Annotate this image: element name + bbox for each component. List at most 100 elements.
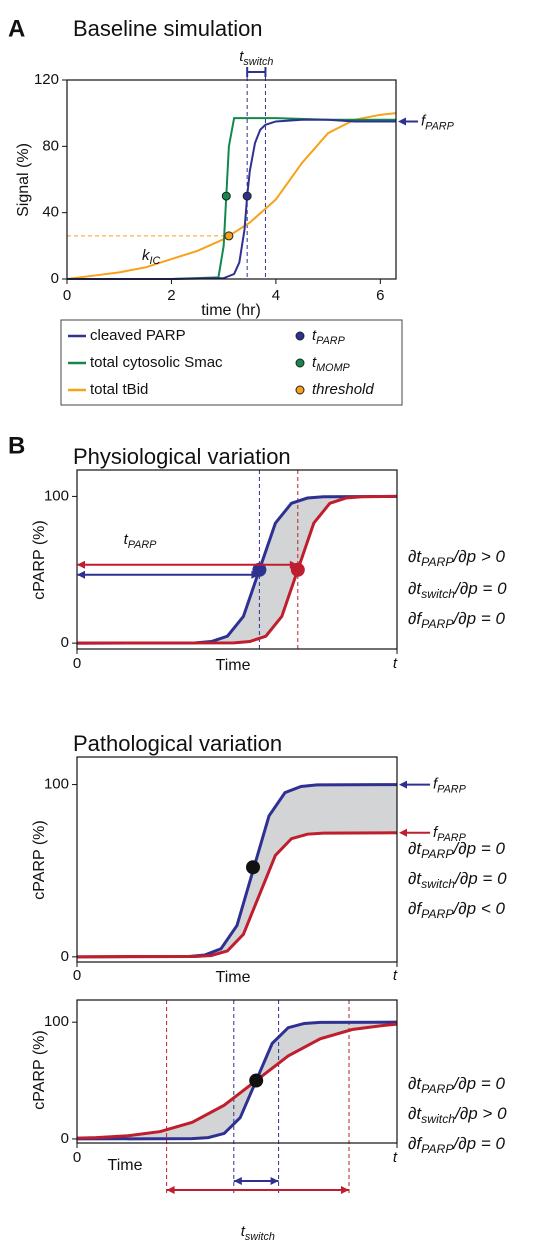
x-tick-label: 0 xyxy=(73,655,81,672)
x-axis-label: Time xyxy=(108,1157,143,1174)
legend-label: tMOMP xyxy=(312,354,351,374)
annotation: fPARP xyxy=(433,776,467,796)
arrow-head xyxy=(341,1186,349,1194)
arrow-head xyxy=(399,780,407,789)
chart-title: Physiological variation xyxy=(73,444,291,469)
panel-label: B xyxy=(8,432,25,459)
chart-title: Pathological variation xyxy=(73,731,282,756)
text-part: f xyxy=(421,112,427,129)
text-part: t xyxy=(312,354,317,371)
x-tick-label: 0 xyxy=(73,1149,81,1166)
text-part: PARP xyxy=(421,1142,454,1156)
text-part: t xyxy=(239,48,244,65)
legend-marker xyxy=(295,331,305,341)
text-part: switch xyxy=(421,587,455,601)
arrow-head xyxy=(398,117,406,126)
event-marker xyxy=(246,860,260,875)
text-part: ∂t xyxy=(408,839,422,858)
series-line xyxy=(76,494,398,645)
difference-shading xyxy=(77,1022,397,1139)
text-part: ∂f xyxy=(408,1134,423,1153)
y-tick-label: 0 xyxy=(51,270,59,287)
text-part: PARP xyxy=(421,617,454,631)
x-tick-label: 2 xyxy=(167,287,175,304)
text-part: PARP xyxy=(316,335,345,347)
text-part: PARP xyxy=(128,539,157,551)
text-part: switch xyxy=(421,1112,455,1126)
equation: ∂tPARP/∂p > 0 xyxy=(408,547,505,569)
text-part: threshold xyxy=(312,381,374,398)
legend-label: total cytosolic Smac xyxy=(90,354,223,371)
text-part: ∂f xyxy=(408,609,423,628)
arrow-head xyxy=(399,828,407,837)
y-axis-label: cPARP (%) xyxy=(31,1030,48,1109)
series-line xyxy=(66,112,397,280)
difference-shading xyxy=(77,784,397,957)
text-part: ∂t xyxy=(408,579,422,598)
text-part: /∂p = 0 xyxy=(453,609,506,628)
legend-marker xyxy=(295,358,305,368)
x-axis-label: time (hr) xyxy=(201,302,261,319)
plot-frame xyxy=(76,756,398,963)
text-part: ∂t xyxy=(408,869,422,888)
y-axis-label: cPARP (%) xyxy=(31,820,48,899)
legend-label: tPARP xyxy=(312,327,346,347)
text-part: ∂t xyxy=(408,547,422,566)
y-tick-label: 100 xyxy=(44,487,69,504)
text-part: PARP xyxy=(421,1082,454,1096)
text-part: /∂p > 0 xyxy=(453,547,506,566)
text-part: ∂t xyxy=(408,1104,422,1123)
text-part: switch xyxy=(421,877,455,891)
text-part: /∂p = 0 xyxy=(453,1074,506,1093)
x-tick-label: t xyxy=(393,967,398,984)
text-part: PARP xyxy=(421,907,454,921)
arrow-head xyxy=(289,560,298,569)
plot-frame xyxy=(76,469,398,650)
annotation: fPARP xyxy=(433,824,467,844)
arrow-head xyxy=(233,1177,242,1185)
x-tick-label: t xyxy=(393,655,398,672)
panel-label: A xyxy=(8,15,25,42)
arrow-head xyxy=(77,560,85,569)
y-tick-label: 0 xyxy=(61,634,69,651)
x-axis-label: Time xyxy=(216,657,251,674)
equation: ∂fPARP/∂p = 0 xyxy=(408,609,505,631)
text-part: PARP xyxy=(425,120,454,132)
text-part: /∂p > 0 xyxy=(454,1104,507,1123)
event-marker xyxy=(224,231,234,241)
y-axis-label: cPARP (%) xyxy=(31,520,48,599)
annotation: kIC xyxy=(142,247,160,267)
text-part: PARP xyxy=(421,847,454,861)
legend-marker xyxy=(295,385,305,395)
legend-label: threshold xyxy=(312,381,374,398)
legend-label: cleaved PARP xyxy=(90,327,186,344)
text-part: ∂f xyxy=(408,899,423,918)
y-tick-label: 0 xyxy=(61,1130,69,1147)
equation: ∂tswitch/∂p = 0 xyxy=(408,869,507,891)
x-axis-label: Time xyxy=(216,969,251,986)
equation: ∂fPARP/∂p = 0 xyxy=(408,1134,505,1156)
event-marker xyxy=(242,191,252,201)
text-part: /∂p = 0 xyxy=(453,1134,506,1153)
range-label: tswitch xyxy=(241,1223,275,1243)
text-part: f xyxy=(433,824,439,841)
text-part: t xyxy=(241,1223,246,1240)
x-tick-label: t xyxy=(393,1149,398,1166)
difference-shading xyxy=(77,496,397,644)
range-label: tPARP xyxy=(124,531,158,551)
text-part: t xyxy=(124,531,129,548)
arrow-head xyxy=(166,1186,175,1194)
equation: ∂fPARP/∂p < 0 xyxy=(408,899,505,921)
text-part: f xyxy=(433,776,439,793)
plot-frame xyxy=(66,79,397,280)
text-part: t xyxy=(312,327,317,344)
series-line xyxy=(67,118,396,280)
series-line xyxy=(76,494,398,645)
event-marker xyxy=(221,191,231,201)
event-marker xyxy=(249,1073,264,1088)
x-tick-label: 4 xyxy=(272,287,280,304)
text-part: switch xyxy=(245,1231,275,1243)
x-tick-label: 0 xyxy=(73,967,81,984)
text-part: PARP xyxy=(437,783,466,795)
